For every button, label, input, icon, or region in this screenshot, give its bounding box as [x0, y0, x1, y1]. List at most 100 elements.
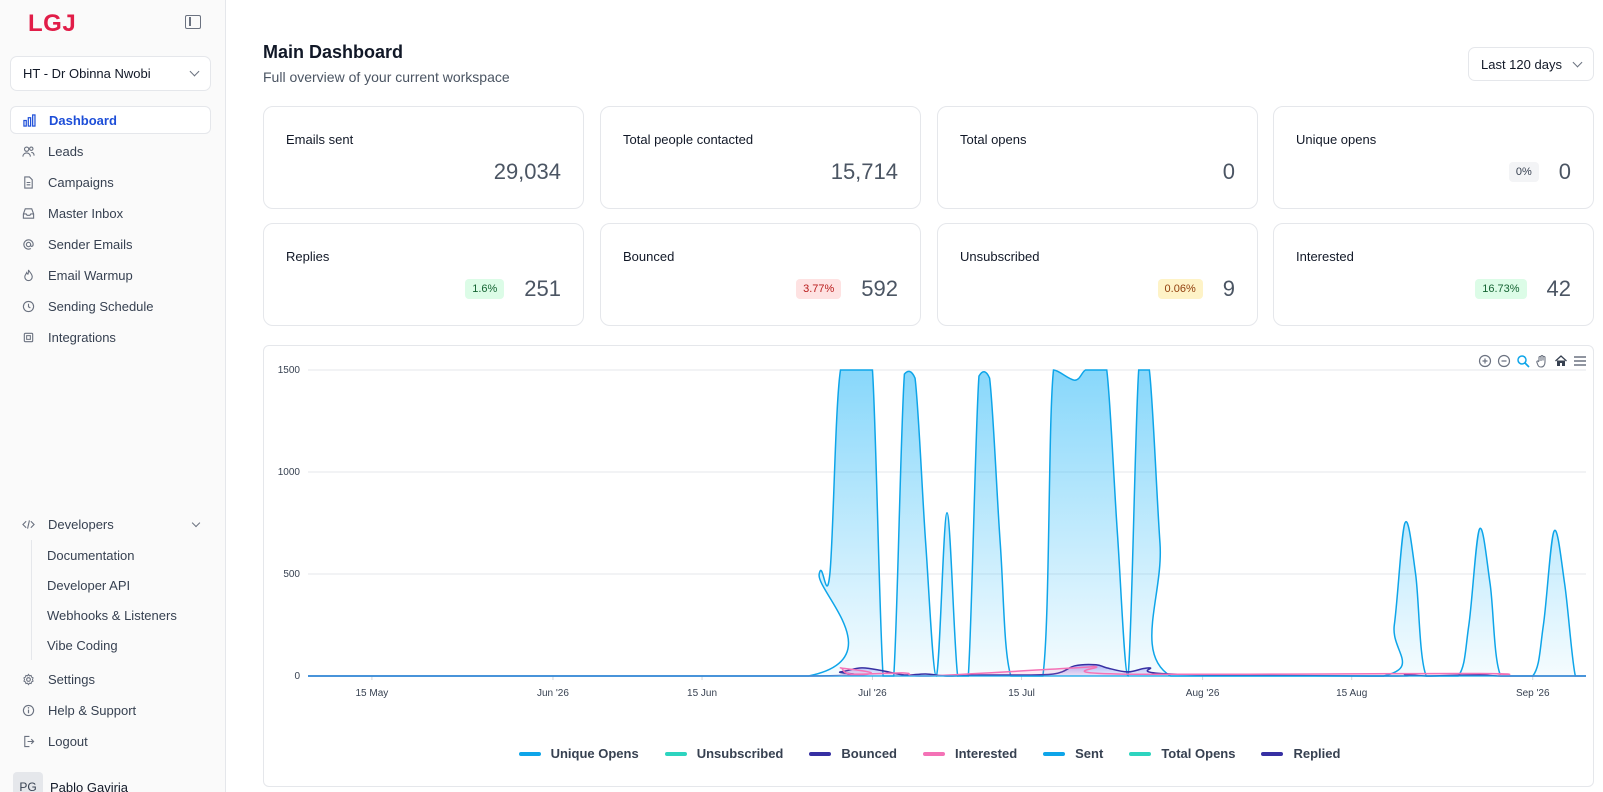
x-tick-label: 15 May	[356, 688, 389, 699]
sidebar-item-settings[interactable]: Settings	[10, 665, 211, 693]
stat-label: Total opens	[960, 132, 1027, 147]
workspace-name: HT - Dr Obinna Nwobi	[23, 66, 151, 81]
sidebar-item-label: Integrations	[48, 329, 116, 345]
x-tick-label: 15 Jul	[1008, 688, 1035, 699]
stat-value: 15,714	[830, 159, 898, 184]
sidebar-item-label: Settings	[48, 671, 95, 687]
legend-label: Unique Opens	[550, 746, 639, 761]
sidebar-item-label: Master Inbox	[48, 205, 124, 221]
legend-item-total-opens[interactable]: Total Opens	[1129, 746, 1235, 761]
activity-chart: 0 500 1000 1500 15 May Jun '26 15 Jun Jul '26 15…	[263, 345, 1594, 787]
zoom-select-icon[interactable]	[1516, 354, 1530, 368]
document-icon	[22, 175, 35, 189]
sidebar-item-label: Email Warmup	[48, 267, 133, 283]
legend-swatch	[1129, 751, 1152, 756]
flame-icon	[22, 269, 35, 282]
sidebar-item-help[interactable]: Help & Support	[10, 696, 211, 724]
sidebar-toggle-icon[interactable]	[185, 15, 201, 29]
stat-card-unsubscribed: Unsubscribed 0.06% 9	[937, 223, 1258, 326]
legend-swatch	[923, 751, 945, 756]
stat-value: 29,034	[493, 159, 561, 184]
bottom-nav: Settings Help & Support Logout	[10, 665, 211, 758]
page-subtitle: Full overview of your current workspace	[263, 69, 510, 85]
info-icon	[22, 704, 35, 717]
sidebar-item-leads[interactable]: Leads	[10, 137, 211, 165]
user-menu[interactable]: PG Pablo Gaviria	[13, 772, 128, 792]
x-tick-label: Jul '26	[858, 688, 887, 699]
legend-label: Replied	[1293, 746, 1341, 761]
sidebar-item-master-inbox[interactable]: Master Inbox	[10, 199, 211, 227]
stat-label: Replies	[286, 249, 330, 264]
y-tick-label: 0	[294, 671, 300, 682]
stat-card-interested: Interested 16.73% 42	[1273, 223, 1594, 326]
series-sent-area	[308, 370, 1586, 676]
chevron-down-icon	[191, 518, 201, 527]
sidebar-item-dashboard[interactable]: Dashboard	[10, 106, 211, 134]
sidebar-item-logout[interactable]: Logout	[10, 727, 211, 755]
x-tick-label: 15 Jun	[687, 688, 717, 699]
sidebar-item-label: Leads	[48, 143, 84, 159]
sidebar-item-webhooks[interactable]: Webhooks & Listeners	[47, 607, 177, 623]
stat-label: Interested	[1296, 249, 1354, 264]
sidebar-item-campaigns[interactable]: Campaigns	[10, 168, 211, 196]
series-interested-area	[308, 666, 1586, 676]
sidebar-item-documentation[interactable]: Documentation	[47, 547, 135, 563]
legend-swatch	[518, 751, 541, 756]
chart-plot[interactable]: 0 500 1000 1500 15 May Jun '26 15 Jun Jul '26 15…	[264, 346, 1594, 746]
legend-swatch	[1261, 751, 1284, 756]
sidebar-item-developer-api[interactable]: Developer API	[47, 577, 131, 593]
clock-icon	[22, 300, 35, 313]
stat-label: Bounced	[623, 249, 675, 264]
stat-label: Unique opens	[1296, 132, 1377, 147]
stat-badge: 16.73%	[1475, 279, 1527, 299]
legend-swatch	[664, 751, 687, 756]
inbox-icon	[22, 207, 35, 220]
developers-submenu: Documentation Developer API Webhooks & L…	[31, 540, 211, 660]
developers-toggle[interactable]: Developers	[10, 512, 211, 536]
sidebar-item-email-warmup[interactable]: Email Warmup	[10, 261, 211, 289]
sidebar: LGJ HT - Dr Obinna Nwobi Dashboard Leads…	[0, 0, 226, 792]
stat-label: Total people contacted	[623, 132, 754, 147]
date-range-select[interactable]: Last 120 days	[1468, 47, 1594, 81]
sidebar-item-vibe-coding[interactable]: Vibe Coding	[47, 637, 118, 653]
legend-item-bounced[interactable]: Bounced	[809, 746, 897, 761]
stat-card-unique-opens: Unique opens 0% 0	[1273, 106, 1594, 209]
stat-badge: 0%	[1508, 162, 1539, 182]
pan-hand-icon[interactable]	[1535, 354, 1549, 368]
x-tick-label: Jun '26	[537, 688, 569, 699]
sidebar-item-label: Sender Emails	[48, 236, 133, 252]
sidebar-item-sending-schedule[interactable]: Sending Schedule	[10, 292, 211, 320]
stat-value: 592	[861, 276, 898, 301]
stat-value: 0	[1558, 159, 1571, 184]
developers-section: Developers Documentation Developer API W…	[10, 512, 211, 660]
sidebar-item-sender-emails[interactable]: Sender Emails	[10, 230, 211, 258]
app-logo[interactable]: LGJ	[28, 10, 77, 37]
legend-swatch	[1043, 751, 1066, 756]
y-tick-label: 1500	[278, 365, 301, 376]
legend-item-replied[interactable]: Replied	[1261, 746, 1340, 761]
users-icon	[22, 145, 35, 158]
legend-item-sent[interactable]: Sent	[1043, 746, 1103, 761]
zoom-out-icon[interactable]	[1497, 354, 1511, 368]
sidebar-item-integrations[interactable]: Integrations	[10, 323, 211, 351]
stat-badge: 3.77%	[796, 279, 842, 299]
stat-card-bounced: Bounced 3.77% 592	[600, 223, 921, 326]
stat-value: 0	[1222, 159, 1235, 184]
sidebar-item-label: Campaigns	[48, 174, 114, 190]
chart-legend: Unique Opens Unsubscribed Bounced Intere…	[264, 746, 1593, 761]
menu-icon[interactable]	[1573, 354, 1587, 368]
legend-item-unsubscribed[interactable]: Unsubscribed	[664, 746, 783, 761]
main-nav: Dashboard Leads Campaigns Master Inbox S…	[10, 106, 211, 354]
developers-label: Developers	[48, 516, 114, 532]
workspace-selector[interactable]: HT - Dr Obinna Nwobi	[10, 56, 211, 91]
sidebar-item-label: Logout	[48, 733, 88, 749]
stat-card-people-contacted: Total people contacted 15,714	[600, 106, 921, 209]
stat-card-replies: Replies 1.6% 251	[263, 223, 584, 326]
x-tick-label: Aug '26	[1186, 688, 1220, 699]
home-reset-icon[interactable]	[1554, 354, 1568, 368]
stat-label: Emails sent	[286, 132, 354, 147]
legend-item-unique-opens[interactable]: Unique Opens	[518, 746, 639, 761]
page-title: Main Dashboard	[263, 42, 404, 62]
legend-item-interested[interactable]: Interested	[923, 746, 1017, 761]
zoom-in-icon[interactable]	[1478, 354, 1492, 368]
